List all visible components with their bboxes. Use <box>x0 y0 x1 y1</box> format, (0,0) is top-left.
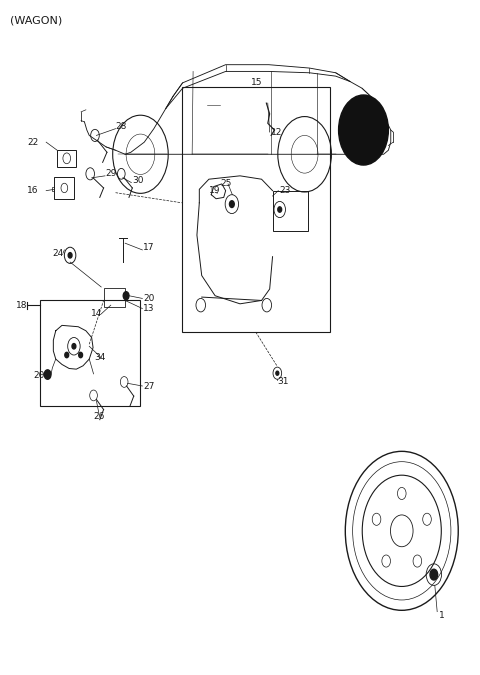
Text: 27: 27 <box>144 381 155 391</box>
Bar <box>104 288 125 307</box>
Circle shape <box>229 200 234 207</box>
Circle shape <box>276 371 279 375</box>
Bar <box>54 177 74 198</box>
Text: 18: 18 <box>16 300 27 310</box>
Text: 28: 28 <box>116 122 127 131</box>
Circle shape <box>123 292 129 300</box>
Text: 24: 24 <box>52 249 64 258</box>
Text: 19: 19 <box>209 186 220 195</box>
Bar <box>273 190 309 231</box>
Text: 31: 31 <box>277 377 289 386</box>
Text: 20: 20 <box>33 371 45 381</box>
Text: 15: 15 <box>251 78 263 87</box>
Bar <box>57 150 76 167</box>
Text: 13: 13 <box>144 304 155 313</box>
Text: 22: 22 <box>27 138 38 146</box>
Circle shape <box>68 252 72 258</box>
Text: 14: 14 <box>91 309 102 319</box>
Text: 16: 16 <box>27 186 38 195</box>
Text: 20: 20 <box>144 294 155 303</box>
Text: 26: 26 <box>93 412 105 421</box>
Bar <box>181 87 330 332</box>
Text: 17: 17 <box>144 244 155 252</box>
Text: 29: 29 <box>105 169 117 178</box>
Text: 23: 23 <box>279 186 290 195</box>
Text: 1: 1 <box>439 610 444 620</box>
Text: (WAGON): (WAGON) <box>10 16 62 26</box>
Text: 25: 25 <box>220 180 231 188</box>
Bar <box>40 300 141 406</box>
Circle shape <box>79 352 83 358</box>
Circle shape <box>430 569 438 580</box>
Circle shape <box>72 344 76 349</box>
Text: 12: 12 <box>271 128 283 136</box>
Circle shape <box>338 95 388 165</box>
Text: 30: 30 <box>132 176 144 185</box>
Circle shape <box>65 352 69 358</box>
Text: 34: 34 <box>94 353 106 362</box>
Circle shape <box>278 207 282 212</box>
Circle shape <box>44 370 51 379</box>
